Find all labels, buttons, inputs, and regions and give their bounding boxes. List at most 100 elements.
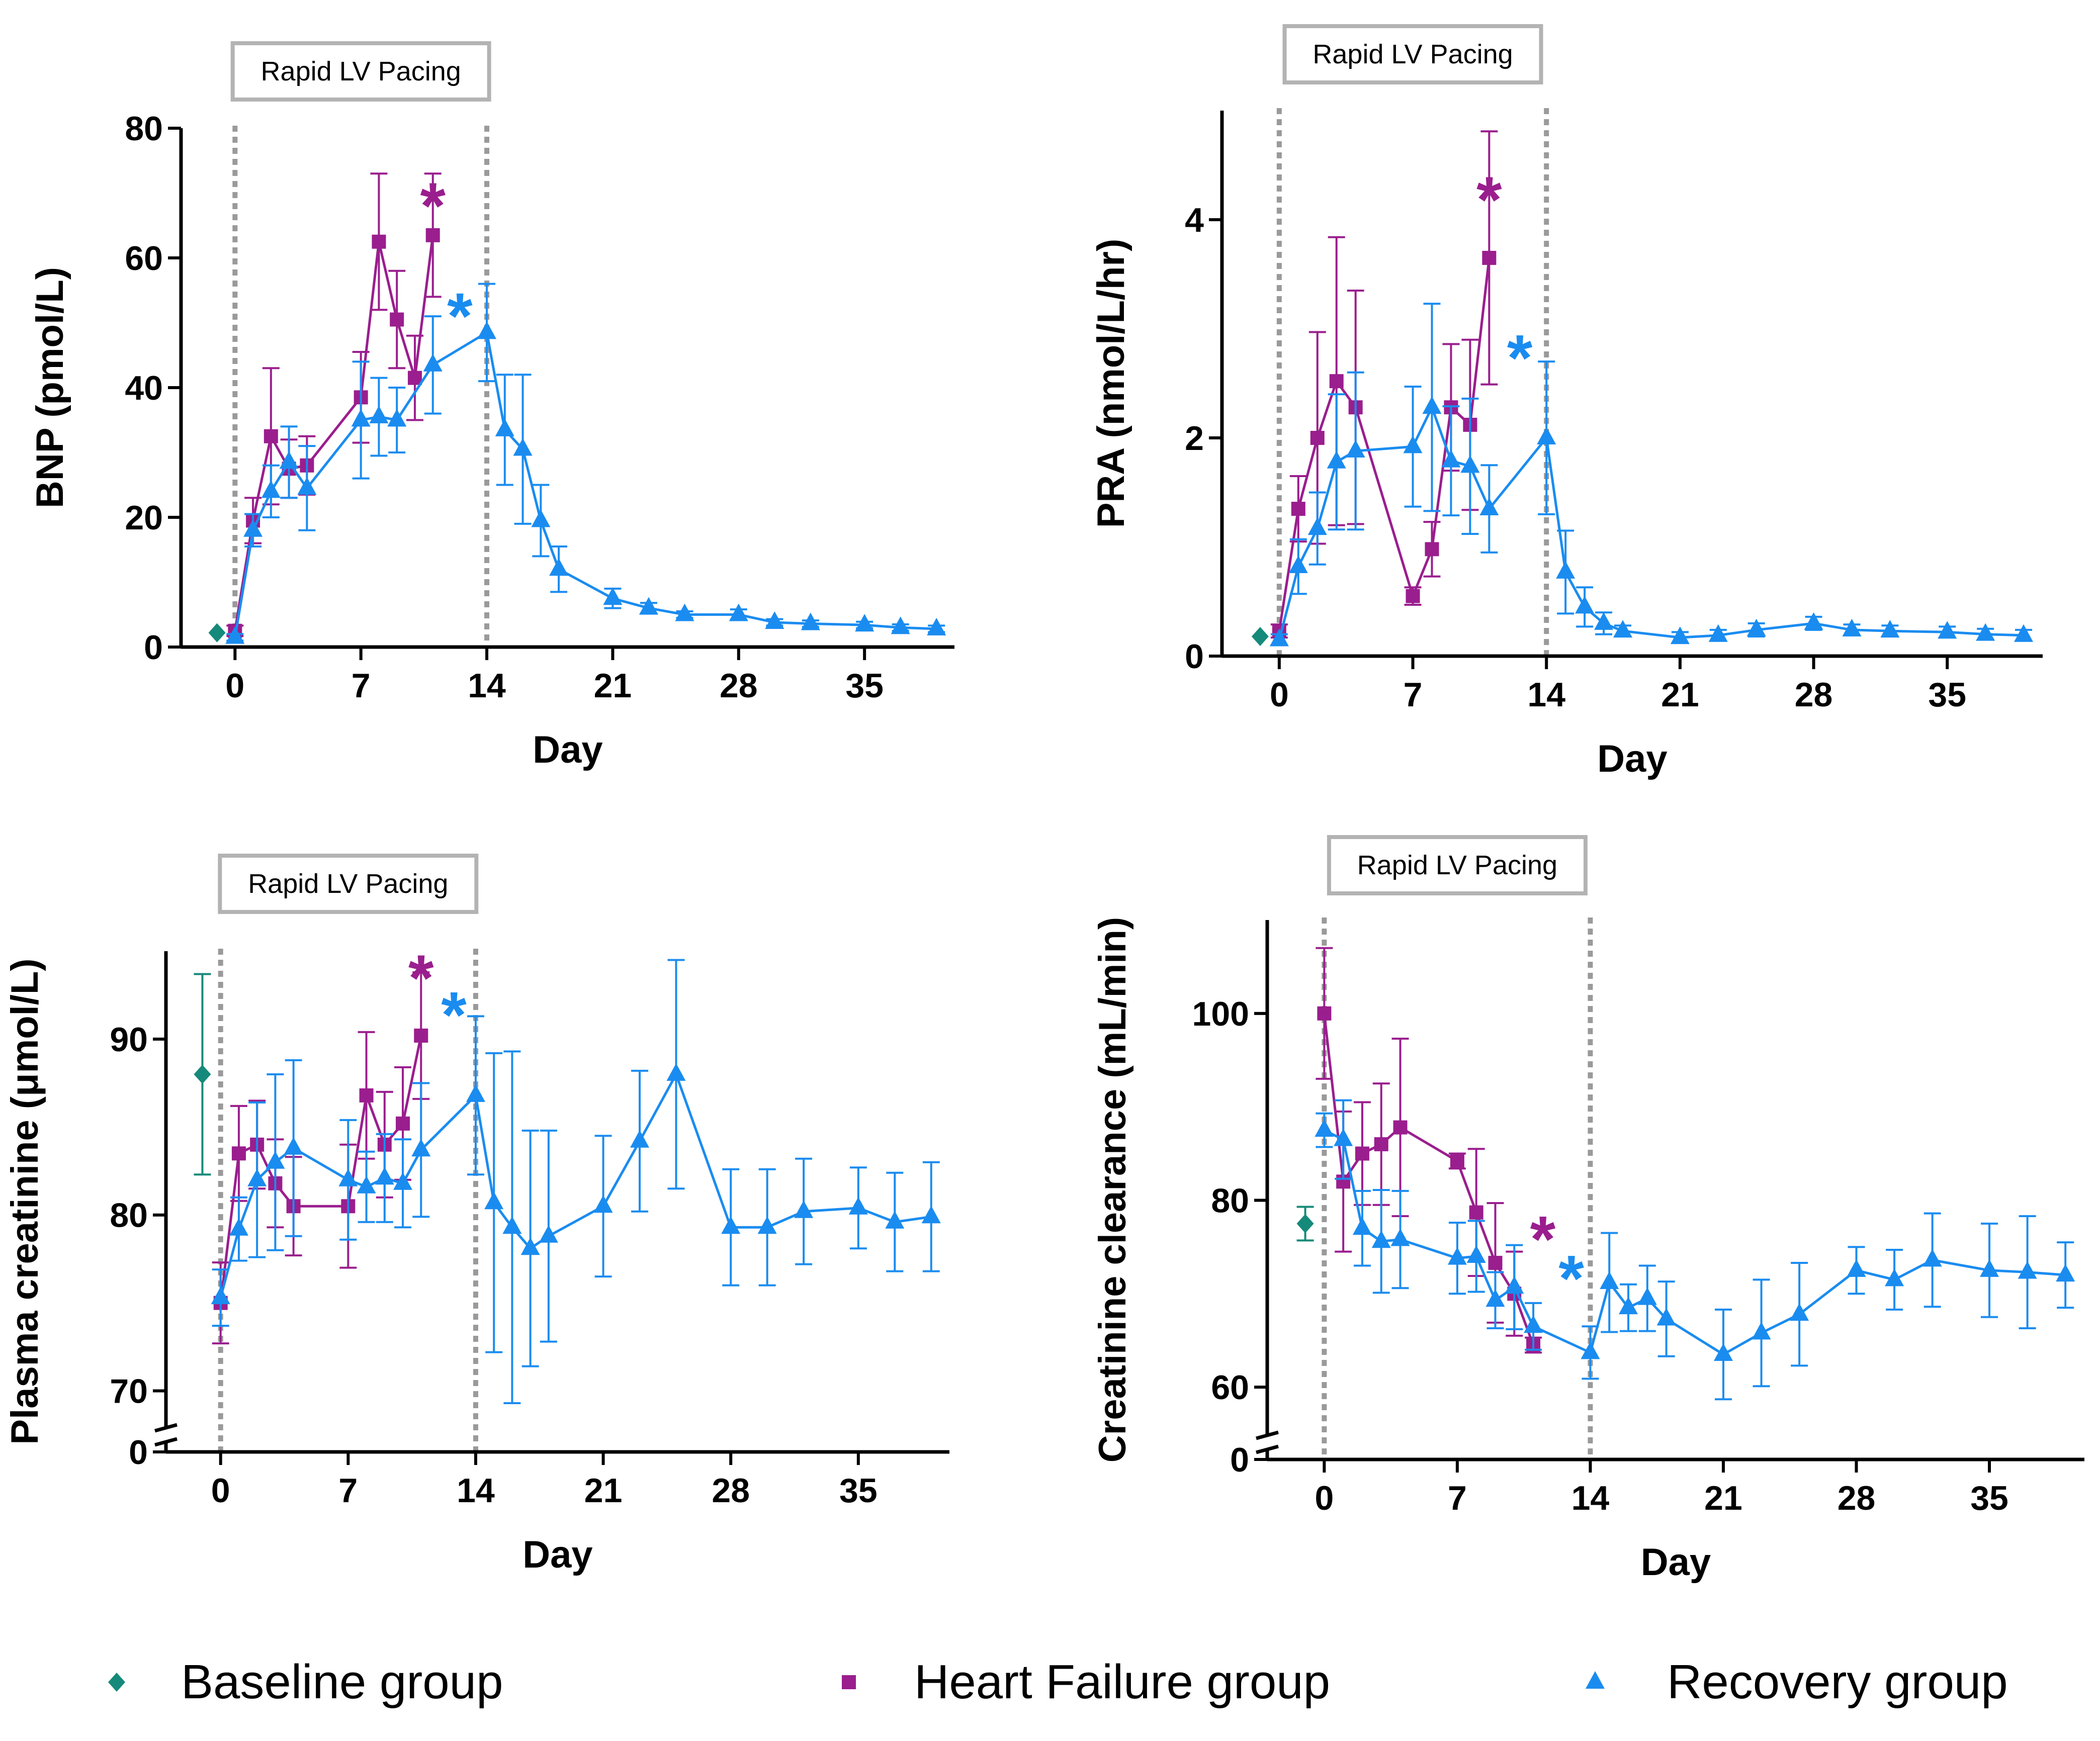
- data-point: [757, 1216, 777, 1234]
- data-point: [1938, 621, 1957, 639]
- y-tick-label: 20: [125, 499, 163, 537]
- data-point: [1346, 440, 1365, 458]
- data-point: [520, 1237, 540, 1255]
- data-point: [885, 1211, 905, 1229]
- data-point: [1371, 1230, 1391, 1248]
- y-tick-label: 80: [1211, 1181, 1249, 1220]
- data-point: [396, 1116, 410, 1131]
- data-point: [261, 480, 281, 498]
- data-point: [630, 1130, 650, 1148]
- data-point: [1390, 1228, 1410, 1246]
- y-tick-label: 80: [110, 1197, 148, 1235]
- data-point: [1842, 618, 1862, 636]
- y-tick-label: 4: [1185, 201, 1204, 239]
- x-axis-title: Day: [1641, 1541, 1711, 1584]
- series-line: [219, 1071, 932, 1298]
- data-point: [1450, 1154, 1464, 1168]
- y-tick-label: 40: [125, 369, 163, 407]
- y-tick-label: 70: [110, 1372, 148, 1411]
- data-point: [1355, 1146, 1369, 1161]
- x-tick-label: 35: [1970, 1479, 2008, 1517]
- panel-plasma-creatinine: Rapid LV Pacing 0 70 80 90 0 7 14 21 28 35 Day Plasm…: [4, 854, 949, 1576]
- data-point: [1307, 517, 1327, 535]
- data-point: [423, 353, 443, 372]
- data-point: [1488, 1255, 1503, 1270]
- series-baseline: [208, 623, 226, 643]
- data-point: [1537, 427, 1556, 444]
- data-point: [284, 1137, 303, 1155]
- y-tick-label: 90: [110, 1021, 148, 1059]
- data-point: [1310, 431, 1325, 445]
- data-point: [247, 1168, 267, 1186]
- data-point: [1393, 1120, 1408, 1135]
- significance-star: *: [1558, 1242, 1584, 1315]
- legend-label: Heart Failure group: [914, 1655, 1330, 1709]
- data-point: [603, 587, 623, 605]
- significance-star: *: [1507, 321, 1533, 395]
- data-point: [231, 1146, 246, 1161]
- x-tick-label: 0: [1315, 1479, 1334, 1517]
- x-axis-title: Day: [1597, 738, 1667, 780]
- x-tick-label: 21: [584, 1472, 623, 1510]
- x-tick-label: 0: [225, 667, 244, 705]
- data-point: [1847, 1259, 1866, 1277]
- y-tick-label: 0: [1185, 637, 1204, 676]
- y-tick-label: 0: [129, 1433, 148, 1472]
- axis-break-mark: [1256, 1430, 1279, 1440]
- data-point: [229, 1218, 248, 1236]
- data-point: [372, 234, 386, 249]
- x-tick-label: 35: [839, 1472, 878, 1510]
- series-heart_failure: [226, 172, 442, 638]
- data-point: [1334, 1128, 1353, 1146]
- y-tick-label: 2: [1185, 419, 1204, 457]
- series-baseline: [1251, 626, 1269, 646]
- data-point: [1291, 502, 1305, 516]
- data-point: [1790, 1303, 1809, 1321]
- data-point: [1619, 1297, 1638, 1315]
- data-point: [357, 1175, 376, 1194]
- data-point: [1594, 612, 1614, 630]
- pacing-label: Rapid LV Pacing: [1312, 39, 1513, 69]
- data-point: [2018, 1261, 2037, 1279]
- data-point: [513, 438, 533, 456]
- legend-item-heart_failure: Heart Failure group: [842, 1655, 1330, 1709]
- data-point: [1524, 1315, 1543, 1333]
- data-point: [855, 614, 874, 632]
- legend: Baseline group Heart Failure group Recover…: [108, 1655, 2008, 1709]
- series-recovery: [1269, 303, 2034, 647]
- data-point: [264, 429, 278, 443]
- data-point: [2056, 1264, 2075, 1282]
- data-point: [1422, 396, 1442, 414]
- data-point: [765, 611, 784, 629]
- data-point: [466, 1084, 485, 1102]
- data-point: [1980, 1259, 1999, 1277]
- series-line: [1278, 257, 1491, 631]
- series-line: [233, 330, 937, 638]
- axis-break-mark: [1256, 1444, 1279, 1454]
- x-tick-label: 21: [1661, 676, 1699, 714]
- x-tick-label: 7: [1404, 676, 1423, 714]
- data-point: [477, 321, 497, 339]
- legend-label: Recovery group: [1667, 1655, 2008, 1709]
- data-point: [675, 603, 694, 621]
- data-point: [1251, 626, 1269, 646]
- data-point: [1288, 556, 1308, 574]
- data-point: [411, 1139, 431, 1157]
- significance-star: *: [408, 941, 434, 1015]
- data-point: [1613, 620, 1633, 638]
- data-point: [211, 1287, 230, 1305]
- data-point: [927, 617, 946, 635]
- data-point: [1637, 1287, 1657, 1305]
- data-point: [502, 1216, 522, 1234]
- x-tick-label: 28: [720, 667, 758, 705]
- legend-marker: [1586, 1671, 1605, 1689]
- data-point: [801, 612, 820, 630]
- data-point: [243, 519, 263, 537]
- significance-star: *: [420, 169, 446, 242]
- axis-break-mark: [154, 1437, 178, 1447]
- data-point: [495, 418, 514, 436]
- data-point: [1922, 1249, 1942, 1267]
- pacing-label: Rapid LV Pacing: [248, 869, 448, 899]
- data-point: [539, 1225, 558, 1243]
- legend-item-baseline: Baseline group: [108, 1655, 503, 1709]
